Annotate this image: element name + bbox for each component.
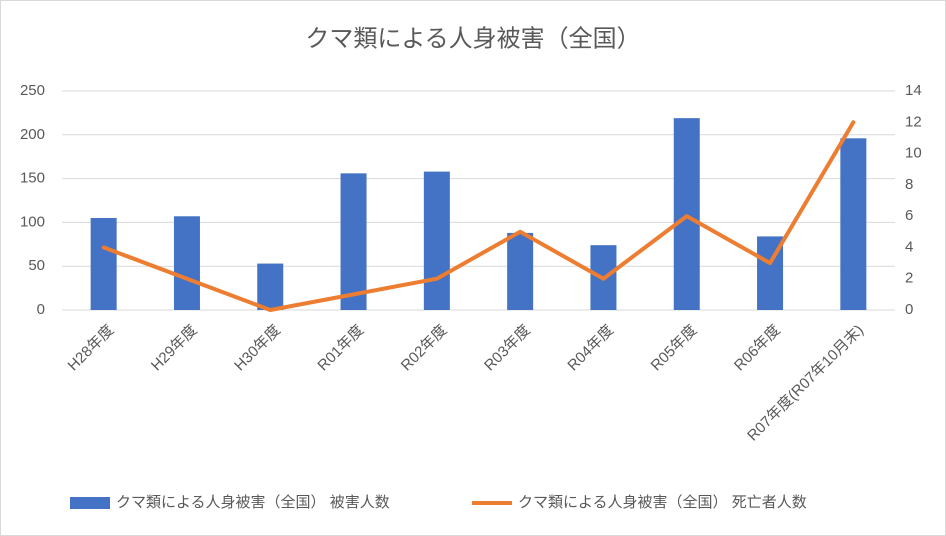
y-tick-label: 100 xyxy=(20,213,45,230)
y-tick-label: 250 xyxy=(20,82,45,99)
chart-title: クマ類による人身被害（全国） xyxy=(305,25,640,52)
y2-tick-label: 4 xyxy=(905,238,913,255)
bar xyxy=(340,173,367,310)
bar xyxy=(257,263,284,310)
y-tick-label: 150 xyxy=(20,170,45,187)
y-tick-label: 0 xyxy=(37,301,45,318)
y2-tick-label: 6 xyxy=(905,207,913,224)
y2-tick-label: 10 xyxy=(905,145,922,162)
y-tick-label: 200 xyxy=(20,126,45,143)
y-tick-label: 50 xyxy=(28,257,45,274)
y2-tick-label: 0 xyxy=(905,301,913,318)
legend-label: クマ類による人身被害（全国） 被害人数 xyxy=(116,493,390,511)
line xyxy=(101,120,856,312)
legend-label: クマ類による人身被害（全国） 死亡者人数 xyxy=(518,493,807,511)
bar xyxy=(423,171,450,310)
bar xyxy=(840,138,867,310)
bar xyxy=(673,118,700,310)
bar xyxy=(507,232,534,310)
y2-tick-label: 14 xyxy=(905,82,922,99)
bar xyxy=(90,218,117,310)
bar xyxy=(173,216,200,310)
legend-swatch xyxy=(70,497,110,509)
y2-tick-label: 12 xyxy=(905,113,922,130)
y2-tick-label: 8 xyxy=(905,176,913,193)
y2-tick-label: 2 xyxy=(905,270,913,287)
